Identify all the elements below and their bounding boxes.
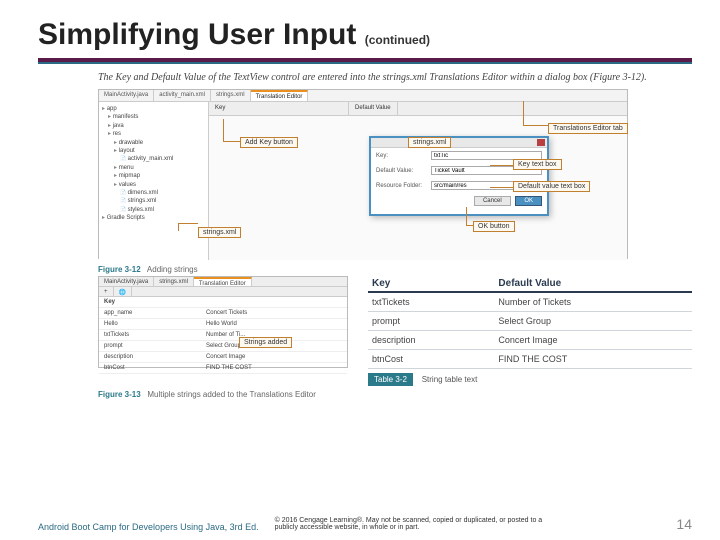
table-row: descriptionConcert Image xyxy=(99,352,347,363)
continued-label: (continued) xyxy=(365,33,430,47)
figure-3-13-number: Figure 3-13 xyxy=(98,390,141,399)
add-key-dialog: Key: Default Value: Resource Folder: Can… xyxy=(369,136,549,216)
editor-column-header: Key Default Value xyxy=(209,102,627,116)
dialog-key-label: Key: xyxy=(376,153,431,159)
tree-menu[interactable]: menu xyxy=(114,164,205,172)
keytable-header-default: Default Value xyxy=(494,276,692,292)
shot2-tab-1[interactable]: MainActivity.java xyxy=(99,277,154,286)
table-3-2-text: String table text xyxy=(422,375,478,384)
table-row: btnCostFIND THE COST xyxy=(99,363,347,374)
figure-3-12-text: Adding strings xyxy=(147,265,198,274)
callout-line xyxy=(466,207,467,225)
callout-key-textbox: Key text box xyxy=(513,159,562,170)
table-row: txtTicketsNumber of Ti... xyxy=(99,330,347,341)
shot2-toolbar: + 🌐 xyxy=(99,287,347,297)
figure-3-12-caption: Figure 3-12 Adding strings xyxy=(98,265,692,274)
table-row: promptSelect Group xyxy=(368,312,692,331)
tab-activity-main-xml[interactable]: activity_main.xml xyxy=(154,90,211,101)
callout-line xyxy=(523,125,548,126)
callout-line xyxy=(178,223,198,224)
tree-dimens[interactable]: dimens.xml xyxy=(120,189,205,197)
dialog-ok-button[interactable]: OK xyxy=(515,196,542,206)
tree-manifests[interactable]: manifests xyxy=(108,113,205,121)
table-row: HelloHello World xyxy=(99,319,347,330)
figure-3-13-screenshot: MainActivity.java strings.xml Translatio… xyxy=(98,276,348,368)
figure-3-13-caption: Figure 3-13 Multiple strings added to th… xyxy=(98,390,692,399)
callout-ok-button: OK button xyxy=(473,221,515,232)
tab-main-activity[interactable]: MainActivity.java xyxy=(99,90,154,101)
table-3-2-number: Table 3-2 xyxy=(368,373,413,386)
callout-translations-tab: Translations Editor tab xyxy=(548,123,628,134)
title-rule-bottom xyxy=(38,62,692,64)
dialog-resource-label: Resource Folder: xyxy=(376,183,431,189)
table-row: txtTicketsNumber of Tickets xyxy=(368,292,692,312)
callout-add-key-button: Add Key button xyxy=(240,137,298,148)
figure-3-12-number: Figure 3-12 xyxy=(98,265,141,274)
table-row: descriptionConcert Image xyxy=(368,331,692,350)
page-title: Simplifying User Input (continued) xyxy=(38,18,692,52)
footer: Android Boot Camp for Developers Using J… xyxy=(38,516,692,532)
shot2-globe-icon[interactable]: 🌐 xyxy=(114,287,132,296)
shot2-plus-icon[interactable]: + xyxy=(99,287,114,296)
callout-line xyxy=(223,141,240,142)
tree-res[interactable]: res xyxy=(108,130,205,138)
table-3-2-caption: Table 3-2 String table text xyxy=(368,369,692,386)
tree-values[interactable]: values xyxy=(114,181,205,189)
project-tree: app manifests java res drawable layout a… xyxy=(99,102,209,260)
figure-3-12-screenshot: MainActivity.java activity_main.xml stri… xyxy=(98,89,628,259)
intro-caption: The Key and Default Value of the TextVie… xyxy=(98,72,692,83)
shot2-tabs: MainActivity.java strings.xml Translatio… xyxy=(99,277,347,287)
tree-layout[interactable]: layout xyxy=(114,147,205,155)
tree-strings[interactable]: strings.xml xyxy=(120,197,205,205)
callout-line xyxy=(490,187,513,188)
callout-line xyxy=(223,119,224,141)
tree-activity-main[interactable]: activity_main.xml xyxy=(120,155,205,163)
tab-translation-editor[interactable]: Translation Editor xyxy=(251,90,309,101)
col-key: Key xyxy=(209,102,349,115)
keytable-header-key: Key xyxy=(368,276,494,292)
tab-strings-xml[interactable]: strings.xml xyxy=(211,90,251,101)
table-3-2: Key Default Value txtTicketsNumber of Ti… xyxy=(368,276,692,386)
callout-strings-xml: strings.xml xyxy=(408,137,451,148)
dialog-default-label: Default Value: xyxy=(376,168,431,174)
tree-gradle[interactable]: Gradle Scripts xyxy=(102,214,205,222)
callout-line xyxy=(490,165,513,166)
lower-row: MainActivity.java strings.xml Translatio… xyxy=(98,276,692,386)
figure-3-13-text: Multiple strings added to the Translatio… xyxy=(147,390,316,399)
tree-app[interactable]: app xyxy=(102,105,205,113)
footer-book-title: Android Boot Camp for Developers Using J… xyxy=(38,522,259,532)
callout-default-value-textbox: Default value text box xyxy=(513,181,590,192)
callout-strings-added: Strings added xyxy=(239,337,292,348)
shot2-tab-3[interactable]: Translation Editor xyxy=(194,277,252,286)
tree-java[interactable]: java xyxy=(108,122,205,130)
table-row: promptSelect Group xyxy=(99,341,347,352)
callout-strings-xml-tree: strings.xml xyxy=(198,227,241,238)
figure-3-13-wrap: MainActivity.java strings.xml Translatio… xyxy=(98,276,348,386)
dialog-cancel-button[interactable]: Cancel xyxy=(474,196,511,206)
footer-page-number: 14 xyxy=(676,516,692,532)
dialog-titlebar[interactable] xyxy=(371,138,547,148)
callout-line xyxy=(523,101,524,125)
tree-drawable[interactable]: drawable xyxy=(114,139,205,147)
footer-copyright: © 2016 Cengage Learning®. May not be sca… xyxy=(275,517,555,532)
tree-mipmap[interactable]: mipmap xyxy=(114,172,205,180)
slide-root: Simplifying User Input (continued) The K… xyxy=(0,0,720,540)
shot2-col-key: Key xyxy=(99,297,201,308)
shot2-tab-2[interactable]: strings.xml xyxy=(154,277,194,286)
callout-line xyxy=(466,225,473,226)
col-default-value: Default Value xyxy=(349,102,398,115)
table-row: btnCostFIND THE COST xyxy=(368,350,692,369)
title-text: Simplifying User Input xyxy=(38,18,356,51)
tree-styles[interactable]: styles.xml xyxy=(120,206,205,214)
shot2-table: Key app_nameConcert Tickets HelloHello W… xyxy=(99,297,347,374)
table-row: app_nameConcert Tickets xyxy=(99,308,347,319)
editor-tabs: MainActivity.java activity_main.xml stri… xyxy=(99,90,627,102)
callout-line xyxy=(178,223,179,231)
